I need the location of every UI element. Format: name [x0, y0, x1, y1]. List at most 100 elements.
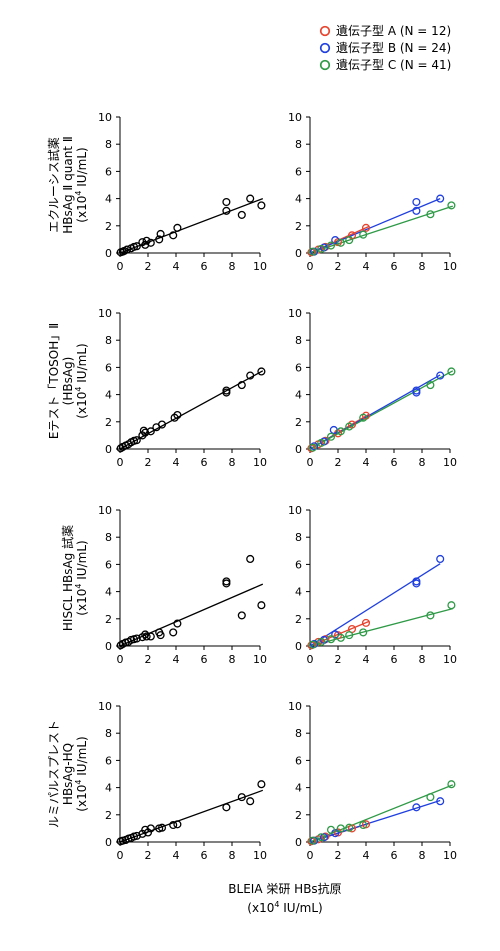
x-tick-label: 2: [335, 849, 342, 862]
data-point: [257, 201, 266, 210]
y-tick-label: 4: [105, 782, 112, 795]
data-point: [426, 381, 435, 390]
unit-prefix: (x10: [75, 589, 89, 616]
data-point: [237, 381, 246, 390]
data-point: [426, 611, 435, 620]
x-axis-title-line2: (x104 IU/mL): [247, 900, 322, 915]
row-labels: エクルーシス試薬 HBsAg Ⅱ quant Ⅱ (x104 IU/mL)Eテスト「…: [46, 136, 89, 828]
data-point: [336, 633, 345, 642]
row-label-unit: (x104 IU/mL): [74, 147, 89, 222]
data-point: [173, 410, 182, 420]
data-point: [132, 436, 141, 445]
y-tick-label: 6: [105, 165, 112, 178]
x-tick-label: 8: [419, 849, 426, 862]
x-tick-label: 0: [307, 456, 314, 469]
data-point: [308, 836, 317, 845]
unit-suffix: IU/mL): [75, 343, 89, 386]
x-tick-label: 2: [145, 849, 152, 862]
x-tick-label: 8: [419, 260, 426, 273]
x-tick-label: 6: [201, 260, 208, 273]
y-tick-label: 6: [105, 361, 112, 374]
data-point: [436, 554, 445, 564]
data-point: [173, 223, 182, 232]
data-point: [237, 210, 246, 219]
data-point: [412, 803, 421, 812]
unit-prefix: (x10: [75, 196, 89, 223]
data-point: [319, 833, 329, 842]
x-tick-label: 10: [253, 653, 267, 666]
y-tick-label: 10: [98, 307, 112, 320]
data-point: [157, 823, 167, 832]
y-tick-label: 8: [105, 531, 112, 544]
panel-r0-genotype: 0 2 4 6 8 10 0 2 4 6 8 10: [288, 111, 457, 273]
panel-r3-genotype: 0 2 4 6 8 10 0 2 4 6 8 10: [288, 700, 457, 862]
data-point: [359, 413, 368, 422]
row-label-line: HBsAg Ⅱ quant Ⅱ: [61, 136, 75, 233]
fit-line: [119, 583, 264, 647]
y-tick-label: 8: [295, 531, 302, 544]
x-tick-label: 6: [391, 456, 398, 469]
x-tick-label: 10: [443, 456, 457, 469]
panel-r3-all: 0 2 4 6 8 10 0 2 4 6 8 10: [98, 700, 267, 862]
data-point: [222, 388, 231, 397]
x-tick-label: 4: [363, 456, 370, 469]
y-tick-label: 4: [295, 389, 302, 402]
y-tick-label: 0: [295, 247, 302, 260]
x-tick-label: 10: [253, 849, 267, 862]
y-tick-label: 2: [295, 220, 302, 233]
row-label-line: HISCL HBsAg 試薬: [60, 525, 75, 631]
y-tick-label: 6: [295, 165, 302, 178]
legend-marker: [319, 59, 331, 71]
unit-prefix: (x10: [75, 785, 89, 812]
data-point: [246, 797, 255, 806]
data-point: [412, 206, 421, 215]
y-tick-label: 0: [105, 836, 112, 849]
y-tick-label: 6: [295, 361, 302, 374]
y-tick-label: 2: [295, 613, 302, 626]
data-point: [257, 367, 266, 376]
y-tick-label: 8: [105, 334, 112, 347]
data-point: [222, 803, 231, 812]
y-tick-label: 4: [105, 389, 112, 402]
data-point: [426, 210, 435, 219]
row-label-unit: (x104 IU/mL): [74, 343, 89, 418]
x-tick-label: 2: [335, 260, 342, 273]
y-tick-label: 4: [105, 586, 112, 599]
x-tick-label: 10: [253, 260, 267, 273]
unit-suffix: IU/mL): [75, 147, 89, 190]
panel-r2-genotype: 0 2 4 6 8 10 0 2 4 6 8 10: [288, 504, 457, 666]
row-label-line: ルミパルスプレスト: [47, 720, 61, 828]
unit-suffix: IU/mL): [75, 540, 89, 583]
x-tick-label: 2: [335, 456, 342, 469]
y-tick-label: 0: [295, 640, 302, 653]
data-point: [122, 245, 132, 254]
data-point: [308, 443, 317, 452]
data-point: [345, 823, 354, 832]
x-tick-label: 4: [363, 849, 370, 862]
row-label-line: エクルーシス試薬: [46, 137, 61, 232]
panel-r1-all: 0 2 4 6 8 10 0 2 4 6 8 10: [98, 307, 267, 469]
unit-superscript: 4: [74, 780, 83, 785]
y-tick-label: 2: [105, 220, 112, 233]
data-point: [336, 238, 345, 247]
y-tick-label: 4: [295, 193, 302, 206]
data-point: [146, 824, 155, 833]
fit-line: [309, 799, 441, 843]
data-point: [326, 241, 336, 250]
data-point: [359, 820, 368, 830]
unit-suffix: IU/mL): [75, 736, 89, 779]
data-point: [257, 780, 266, 789]
data-point: [156, 229, 165, 239]
x-tick-label: 0: [307, 260, 314, 273]
x-tick-label: 2: [145, 456, 152, 469]
row-label-3: ルミパルスプレスト HBsAg-HQ (x104 IU/mL): [47, 720, 89, 828]
panel-r0-all: 0 2 4 6 8 10 0 2 4 6 8 10: [98, 111, 267, 273]
y-tick-label: 0: [105, 443, 112, 456]
x-tick-label: 0: [117, 849, 124, 862]
fit-line: [309, 563, 441, 647]
x-tick-label: 0: [117, 260, 124, 273]
legend-label: 遺伝子型 A (N = 12): [336, 23, 451, 38]
unit-superscript: 4: [74, 584, 83, 589]
legend: 遺伝子型 A (N = 12) 遺伝子型 B (N = 24) 遺伝子型 C (N …: [319, 23, 451, 72]
panel-r1-genotype: 0 2 4 6 8 10 0 2 4 6 8 10: [288, 307, 457, 469]
